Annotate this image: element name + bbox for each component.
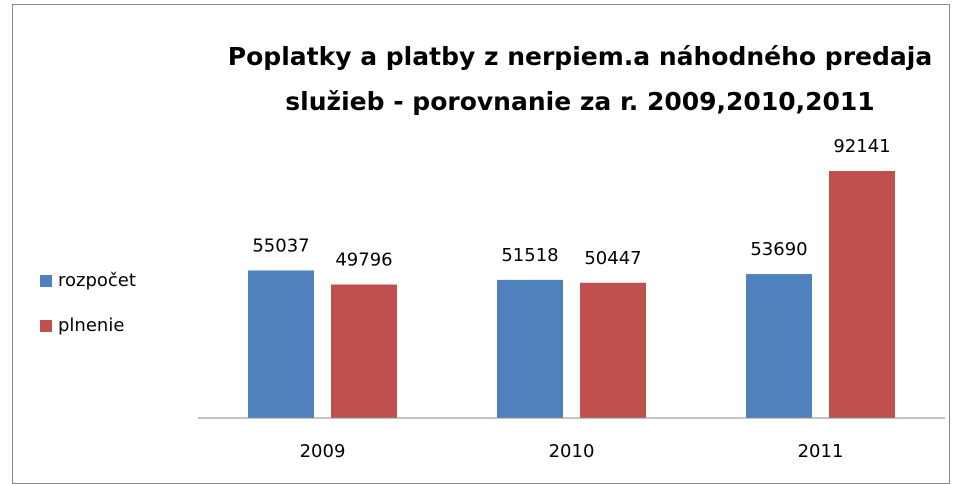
- data-label: 55037: [252, 235, 309, 256]
- data-label: 51518: [501, 245, 558, 266]
- legend-swatch: [40, 275, 52, 287]
- bar: [248, 270, 314, 418]
- bar: [580, 282, 646, 418]
- x-tick-label: 2010: [549, 441, 595, 462]
- bar: [331, 284, 397, 418]
- bar: [746, 274, 812, 418]
- data-label: 49796: [335, 250, 392, 271]
- bar: [829, 171, 895, 418]
- legend-label: plnenie: [58, 315, 124, 336]
- x-tick-label: 2011: [798, 441, 844, 462]
- x-tick-label: 2009: [300, 441, 346, 462]
- data-label: 50447: [584, 248, 641, 269]
- data-label: 92141: [833, 136, 890, 157]
- bar: [497, 279, 563, 418]
- chart-title: Poplatky a platby z nerpiem.a náhodného …: [227, 42, 933, 116]
- data-label: 53690: [750, 239, 807, 260]
- legend-label: rozpočet: [58, 270, 136, 291]
- legend-swatch: [40, 320, 52, 332]
